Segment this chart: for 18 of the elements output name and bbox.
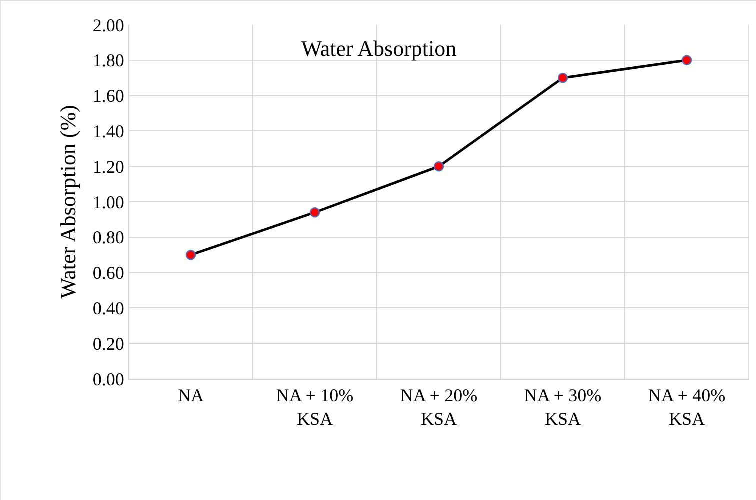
y-tick-label: 0.20 <box>92 334 124 354</box>
text: Water Absorption <box>301 36 457 62</box>
x-tick-label: NA <box>178 386 204 406</box>
y-tick-label: 1.00 <box>92 192 124 212</box>
y-tick-label: 0.40 <box>92 298 124 318</box>
y-tick-label: 1.20 <box>92 156 124 177</box>
y-tick-label: 2.00 <box>92 15 124 36</box>
y-axis-title: Water Absorption (%) <box>56 105 81 299</box>
x-tick-label: NA + 10% KSA <box>276 386 354 429</box>
y-tick-label: 0.80 <box>92 228 124 248</box>
y-tick-label: 0.00 <box>92 369 124 390</box>
y-tick-label: 1.60 <box>92 86 124 106</box>
y-tick-label: 1.80 <box>92 50 124 71</box>
y-tick-label: 1.40 <box>92 122 124 142</box>
x-tick-label: NA + 30% KSA <box>524 386 602 429</box>
x-tick-label: NA + 40% KSA <box>648 386 726 429</box>
y-tick-label: 0.60 <box>92 263 124 284</box>
x-tick-label: NA + 20% KSA <box>400 386 478 429</box>
